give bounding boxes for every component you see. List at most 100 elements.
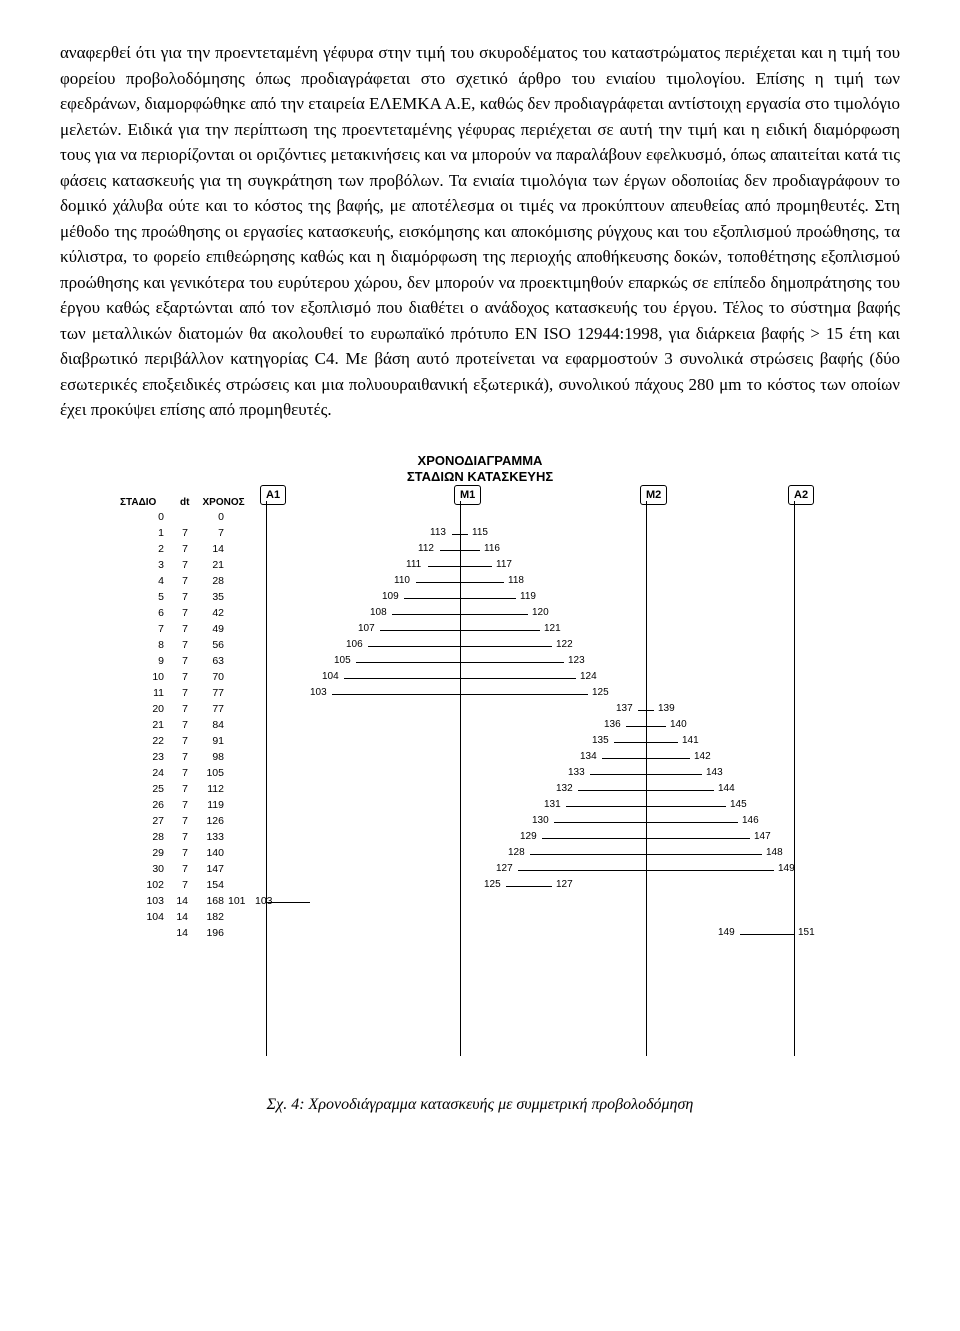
schedule-row: 4728110118 (120, 573, 840, 589)
stage-cell: 29 (128, 845, 164, 861)
dt-cell: 7 (170, 653, 188, 669)
dt-cell: 7 (170, 701, 188, 717)
time-cell: 63 (194, 653, 224, 669)
schedule-row: 7749107121 (120, 621, 840, 637)
stage-cell: 7 (128, 621, 164, 637)
bar-label: 135 (592, 733, 609, 749)
construction-schedule-diagram: ΧΡΟΝΟΔΙΑΓΡΑΜΜΑ ΣΤΑΔΙΩΝ ΚΑΤΑΣΚΕΥΗΣ ΣΤΑΔΙΟ… (120, 453, 840, 1083)
time-cell: 0 (194, 509, 224, 525)
time-cell: 133 (194, 829, 224, 845)
stage-cell: 28 (128, 829, 164, 845)
time-cell: 182 (194, 909, 224, 925)
stage-cell: 4 (128, 573, 164, 589)
bar-label: 113 (430, 525, 446, 541)
stage-cell: 10 (128, 669, 164, 685)
time-cell: 49 (194, 621, 224, 637)
bar-label: 130 (532, 813, 549, 829)
cantilever-bar-right (566, 806, 726, 807)
time-cell: 77 (194, 685, 224, 701)
schedule-row: 11777103125 (120, 685, 840, 701)
schedule-row: 6742108120 (120, 605, 840, 621)
bar-label: 104 (322, 669, 339, 685)
bar-label: 149 (718, 925, 735, 941)
schedule-row: 177113115 (120, 525, 840, 541)
time-cell: 112 (194, 781, 224, 797)
dt-cell: 7 (170, 781, 188, 797)
extra-cell: 101 (228, 893, 246, 909)
stage-cell: 23 (128, 749, 164, 765)
stage-cell: 8 (128, 637, 164, 653)
time-cell: 84 (194, 717, 224, 733)
stage-cell: 2 (128, 541, 164, 557)
schedule-row: 28 7 133 129 147 (120, 829, 840, 845)
pier-marker: M1 (454, 485, 481, 506)
bar-label: 140 (670, 717, 687, 733)
stage-cell: 21 (128, 717, 164, 733)
dt-cell: 7 (170, 573, 188, 589)
bar-label: 127 (496, 861, 513, 877)
bar-label: 128 (508, 845, 525, 861)
bar-label: 147 (754, 829, 771, 845)
bar-label: 125 (484, 877, 501, 893)
bar-label: 112 (418, 541, 434, 557)
bar-label: 148 (766, 845, 783, 861)
bar-label: 136 (604, 717, 621, 733)
time-cell: 28 (194, 573, 224, 589)
dt-cell: 7 (170, 589, 188, 605)
schedule-row: 8756106122 (120, 637, 840, 653)
stage-cell: 0 (128, 509, 164, 525)
schedule-row: 10314168101103 (120, 893, 840, 909)
dt-cell: 7 (170, 813, 188, 829)
cantilever-bar-left (452, 534, 468, 535)
schedule-row: 3721111117 (120, 557, 840, 573)
schedule-row: 23798134142 (120, 749, 840, 765)
body-paragraph: αναφερθεί ότι για την προεντεταμένη γέφυ… (60, 40, 900, 423)
time-cell: 7 (194, 525, 224, 541)
time-cell: 21 (194, 557, 224, 573)
dt-cell: 7 (170, 717, 188, 733)
bar-label: 143 (706, 765, 723, 781)
schedule-rows: 0017711311527141121163721111117472811011… (120, 509, 840, 941)
time-cell: 42 (194, 605, 224, 621)
stage-cell: 103 (128, 893, 164, 909)
dt-cell: 7 (170, 877, 188, 893)
schedule-row: 267119131145 (120, 797, 840, 813)
bar-label: 117 (496, 557, 512, 573)
bar-label: 141 (682, 733, 699, 749)
bar-label: 103 (310, 685, 327, 701)
bar-label: 132 (556, 781, 573, 797)
bar-label: 124 (580, 669, 597, 685)
cantilever-bar-right (626, 726, 666, 727)
dt-cell: 7 (170, 797, 188, 813)
stage-cell: 1 (128, 525, 164, 541)
stage-cell: 22 (128, 733, 164, 749)
dt-cell: 14 (170, 909, 188, 925)
bar-label: 107 (358, 621, 375, 637)
dt-cell: 7 (170, 669, 188, 685)
cantilever-bar-right (638, 710, 654, 711)
bar-label: 134 (580, 749, 597, 765)
pier-marker: A1 (260, 485, 286, 506)
diagram-title-line2: ΣΤΑΔΙΩΝ ΚΑΤΑΣΚΕΥΗΣ (407, 469, 553, 484)
bar-label: 129 (520, 829, 537, 845)
schedule-row: 10414182 (120, 909, 840, 925)
col-header-stage: ΣΤΑΔΙΟ (120, 495, 172, 510)
dt-cell: 14 (170, 925, 188, 941)
stage-cell: 3 (128, 557, 164, 573)
stage-cell: 25 (128, 781, 164, 797)
cantilever-bar-right (530, 854, 762, 855)
dt-cell: 7 (170, 829, 188, 845)
dt-cell: 7 (170, 637, 188, 653)
diagram-container: ΧΡΟΝΟΔΙΑΓΡΑΜΜΑ ΣΤΑΔΙΩΝ ΚΑΤΑΣΚΕΥΗΣ ΣΤΑΔΙΟ… (120, 453, 840, 1117)
bar-label: 123 (568, 653, 585, 669)
bar-label: 131 (544, 797, 561, 813)
schedule-row: 10770104124 (120, 669, 840, 685)
bar-label: 137 (616, 701, 633, 717)
column-headers: ΣΤΑΔΙΟ dt ΧΡΟΝΟΣ (120, 495, 250, 510)
stage-cell: 20 (128, 701, 164, 717)
dt-cell: 7 (170, 621, 188, 637)
bar-label: 108 (370, 605, 387, 621)
stage-cell: 6 (128, 605, 164, 621)
schedule-row: 2714112116 (120, 541, 840, 557)
bar-label: 127 (556, 877, 573, 893)
